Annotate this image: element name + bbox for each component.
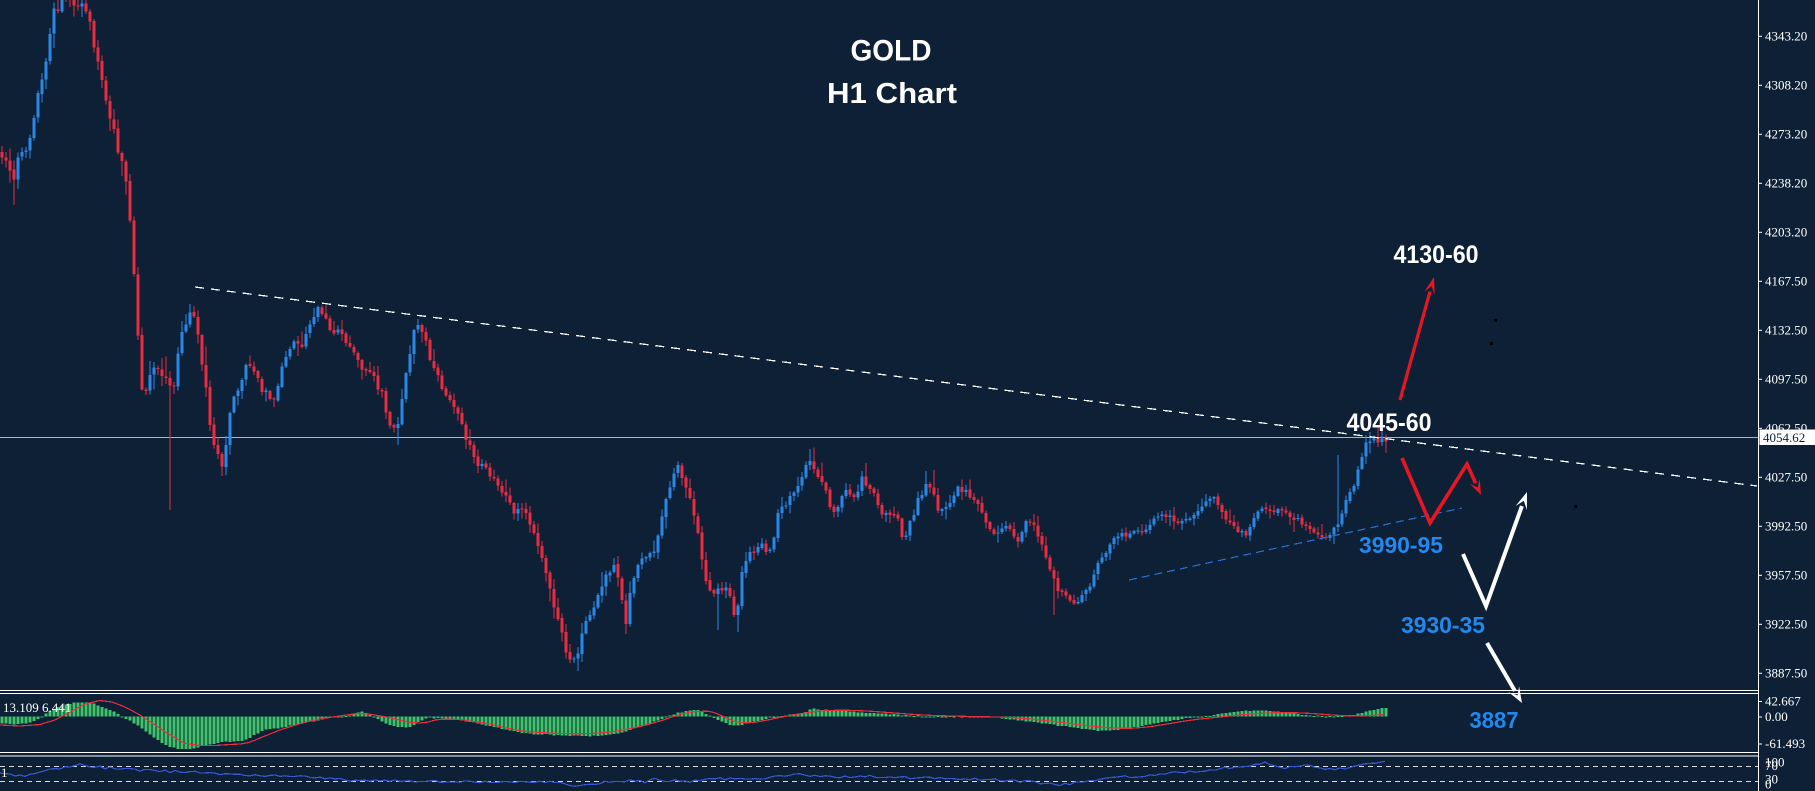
- svg-text:4027.50: 4027.50: [1765, 470, 1807, 485]
- svg-text:0.00: 0.00: [1765, 709, 1788, 724]
- svg-text:0: 0: [1765, 777, 1772, 791]
- svg-text:4308.20: 4308.20: [1765, 78, 1807, 93]
- svg-text:4167.50: 4167.50: [1765, 274, 1807, 289]
- svg-text:1: 1: [1, 765, 8, 780]
- svg-text:3992.50: 3992.50: [1765, 519, 1807, 534]
- svg-text:4054.62: 4054.62: [1763, 430, 1805, 445]
- svg-text:42.667: 42.667: [1765, 694, 1801, 709]
- svg-text:3990-95: 3990-95: [1359, 532, 1443, 558]
- svg-text:4132.50: 4132.50: [1765, 323, 1807, 338]
- svg-text:4238.20: 4238.20: [1765, 176, 1807, 191]
- svg-text:100: 100: [1765, 755, 1785, 770]
- svg-text:4045-60: 4045-60: [1347, 409, 1432, 437]
- svg-text:4273.20: 4273.20: [1765, 127, 1807, 142]
- svg-text:70: 70: [1765, 758, 1778, 773]
- svg-text:3887: 3887: [1470, 707, 1519, 733]
- svg-text:GOLD: GOLD: [851, 35, 932, 68]
- svg-text:H1 Chart: H1 Chart: [827, 78, 957, 110]
- svg-text:13.109 6.441: 13.109 6.441: [3, 700, 71, 715]
- svg-text:3957.50: 3957.50: [1765, 568, 1807, 583]
- svg-text:4343.20: 4343.20: [1765, 29, 1807, 44]
- svg-text:4130-60: 4130-60: [1394, 241, 1479, 269]
- svg-text:-61.493: -61.493: [1765, 736, 1805, 751]
- svg-text:4097.50: 4097.50: [1765, 372, 1807, 387]
- svg-text:3922.50: 3922.50: [1765, 617, 1807, 632]
- svg-text:30: 30: [1765, 772, 1778, 787]
- svg-text:3887.50: 3887.50: [1765, 666, 1807, 681]
- svg-text:3930-35: 3930-35: [1401, 612, 1485, 638]
- svg-text:4203.20: 4203.20: [1765, 225, 1807, 240]
